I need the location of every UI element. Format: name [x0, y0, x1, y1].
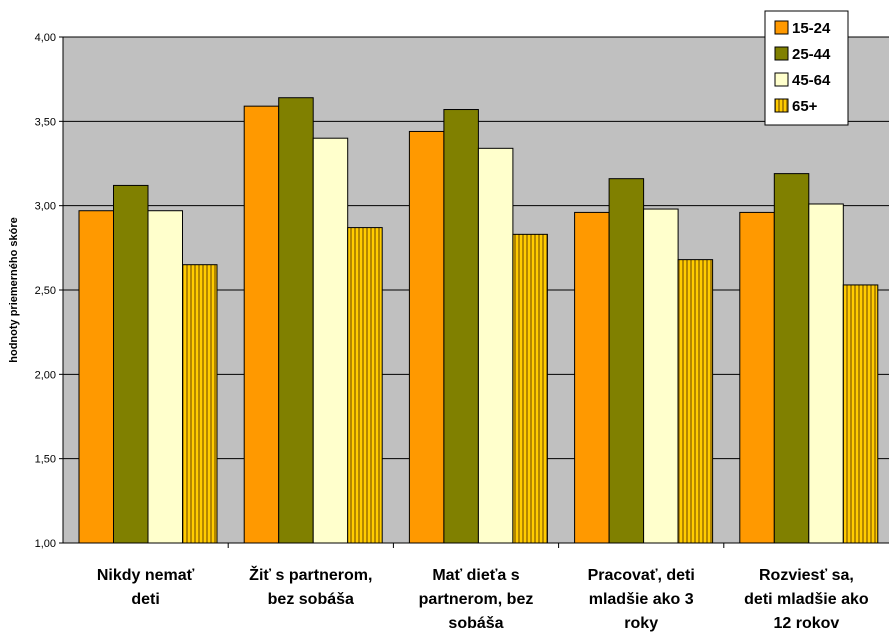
bar-45-64 — [312, 137, 349, 544]
bar-25-44 — [443, 109, 479, 544]
bar-15-24 — [408, 130, 445, 544]
bar-25-44 — [113, 184, 149, 544]
legend-label: 45-64 — [792, 72, 831, 89]
bar-65plus — [512, 233, 548, 544]
bar-25-44 — [608, 178, 645, 544]
x-category-label: deti — [131, 591, 159, 608]
legend-swatch — [774, 98, 789, 113]
x-category-label: deti mladšie ako — [744, 591, 869, 608]
x-category-label: bez sobáša — [268, 591, 354, 608]
bar-65plus — [347, 227, 383, 544]
x-category-label: Mať dieťa s — [432, 567, 519, 584]
legend-label: 25-44 — [792, 46, 831, 63]
bar-65plus — [182, 264, 218, 544]
bar-25-44 — [773, 173, 810, 544]
bar-15-24 — [78, 210, 114, 544]
bar-25-44 — [278, 97, 314, 544]
y-tick-label: 1,50 — [35, 454, 56, 466]
bar-15-24 — [243, 105, 280, 544]
bar-15-24 — [574, 211, 610, 544]
bar-45-64 — [147, 210, 183, 544]
y-tick-label: 3,50 — [35, 116, 56, 128]
x-category-label: Pracovať, deti — [588, 567, 695, 584]
y-axis-label: hodnoty priemerného skóre — [8, 217, 20, 362]
bar-45-64 — [643, 208, 679, 544]
bar-45-64 — [808, 203, 844, 544]
y-tick-label: 2,00 — [35, 369, 56, 381]
bar-65plus — [677, 259, 714, 544]
legend: 15-24 25-44 45-64 65+ — [764, 10, 849, 126]
y-tick-labels: 1,00 1,50 2,00 2,50 3,00 3,50 4,00 — [35, 32, 56, 550]
x-category-label: roky — [624, 615, 658, 632]
axes — [62, 37, 889, 548]
legend-swatch — [774, 20, 789, 35]
y-tick-label: 3,00 — [35, 201, 56, 213]
bars — [78, 97, 879, 544]
legend-swatch — [774, 72, 789, 87]
bar-65plus — [842, 284, 879, 544]
legend-swatch — [774, 46, 789, 61]
x-category-label: 12 rokov — [773, 615, 839, 632]
x-category-label: Nikdy nemať — [97, 567, 195, 584]
x-category-label: mladšie ako 3 — [589, 591, 694, 608]
x-category-label: sobáša — [448, 615, 503, 632]
legend-label: 65+ — [792, 98, 818, 115]
x-category-label: Rozviesť sa, — [759, 567, 854, 584]
x-category-label: Žiť s partnerom, — [249, 565, 372, 584]
legend-label: 15-24 — [792, 20, 831, 37]
x-category-labels: Nikdy nemať deti Žiť s partnerom, bez sobáš… — [97, 565, 869, 632]
y-tick-label: 1,00 — [35, 538, 56, 550]
bar-15-24 — [739, 211, 775, 544]
y-tick-label: 4,00 — [35, 32, 56, 44]
x-category-label: partnerom, bez — [419, 591, 534, 608]
bar-45-64 — [477, 147, 514, 544]
y-tick-label: 2,50 — [35, 285, 56, 297]
